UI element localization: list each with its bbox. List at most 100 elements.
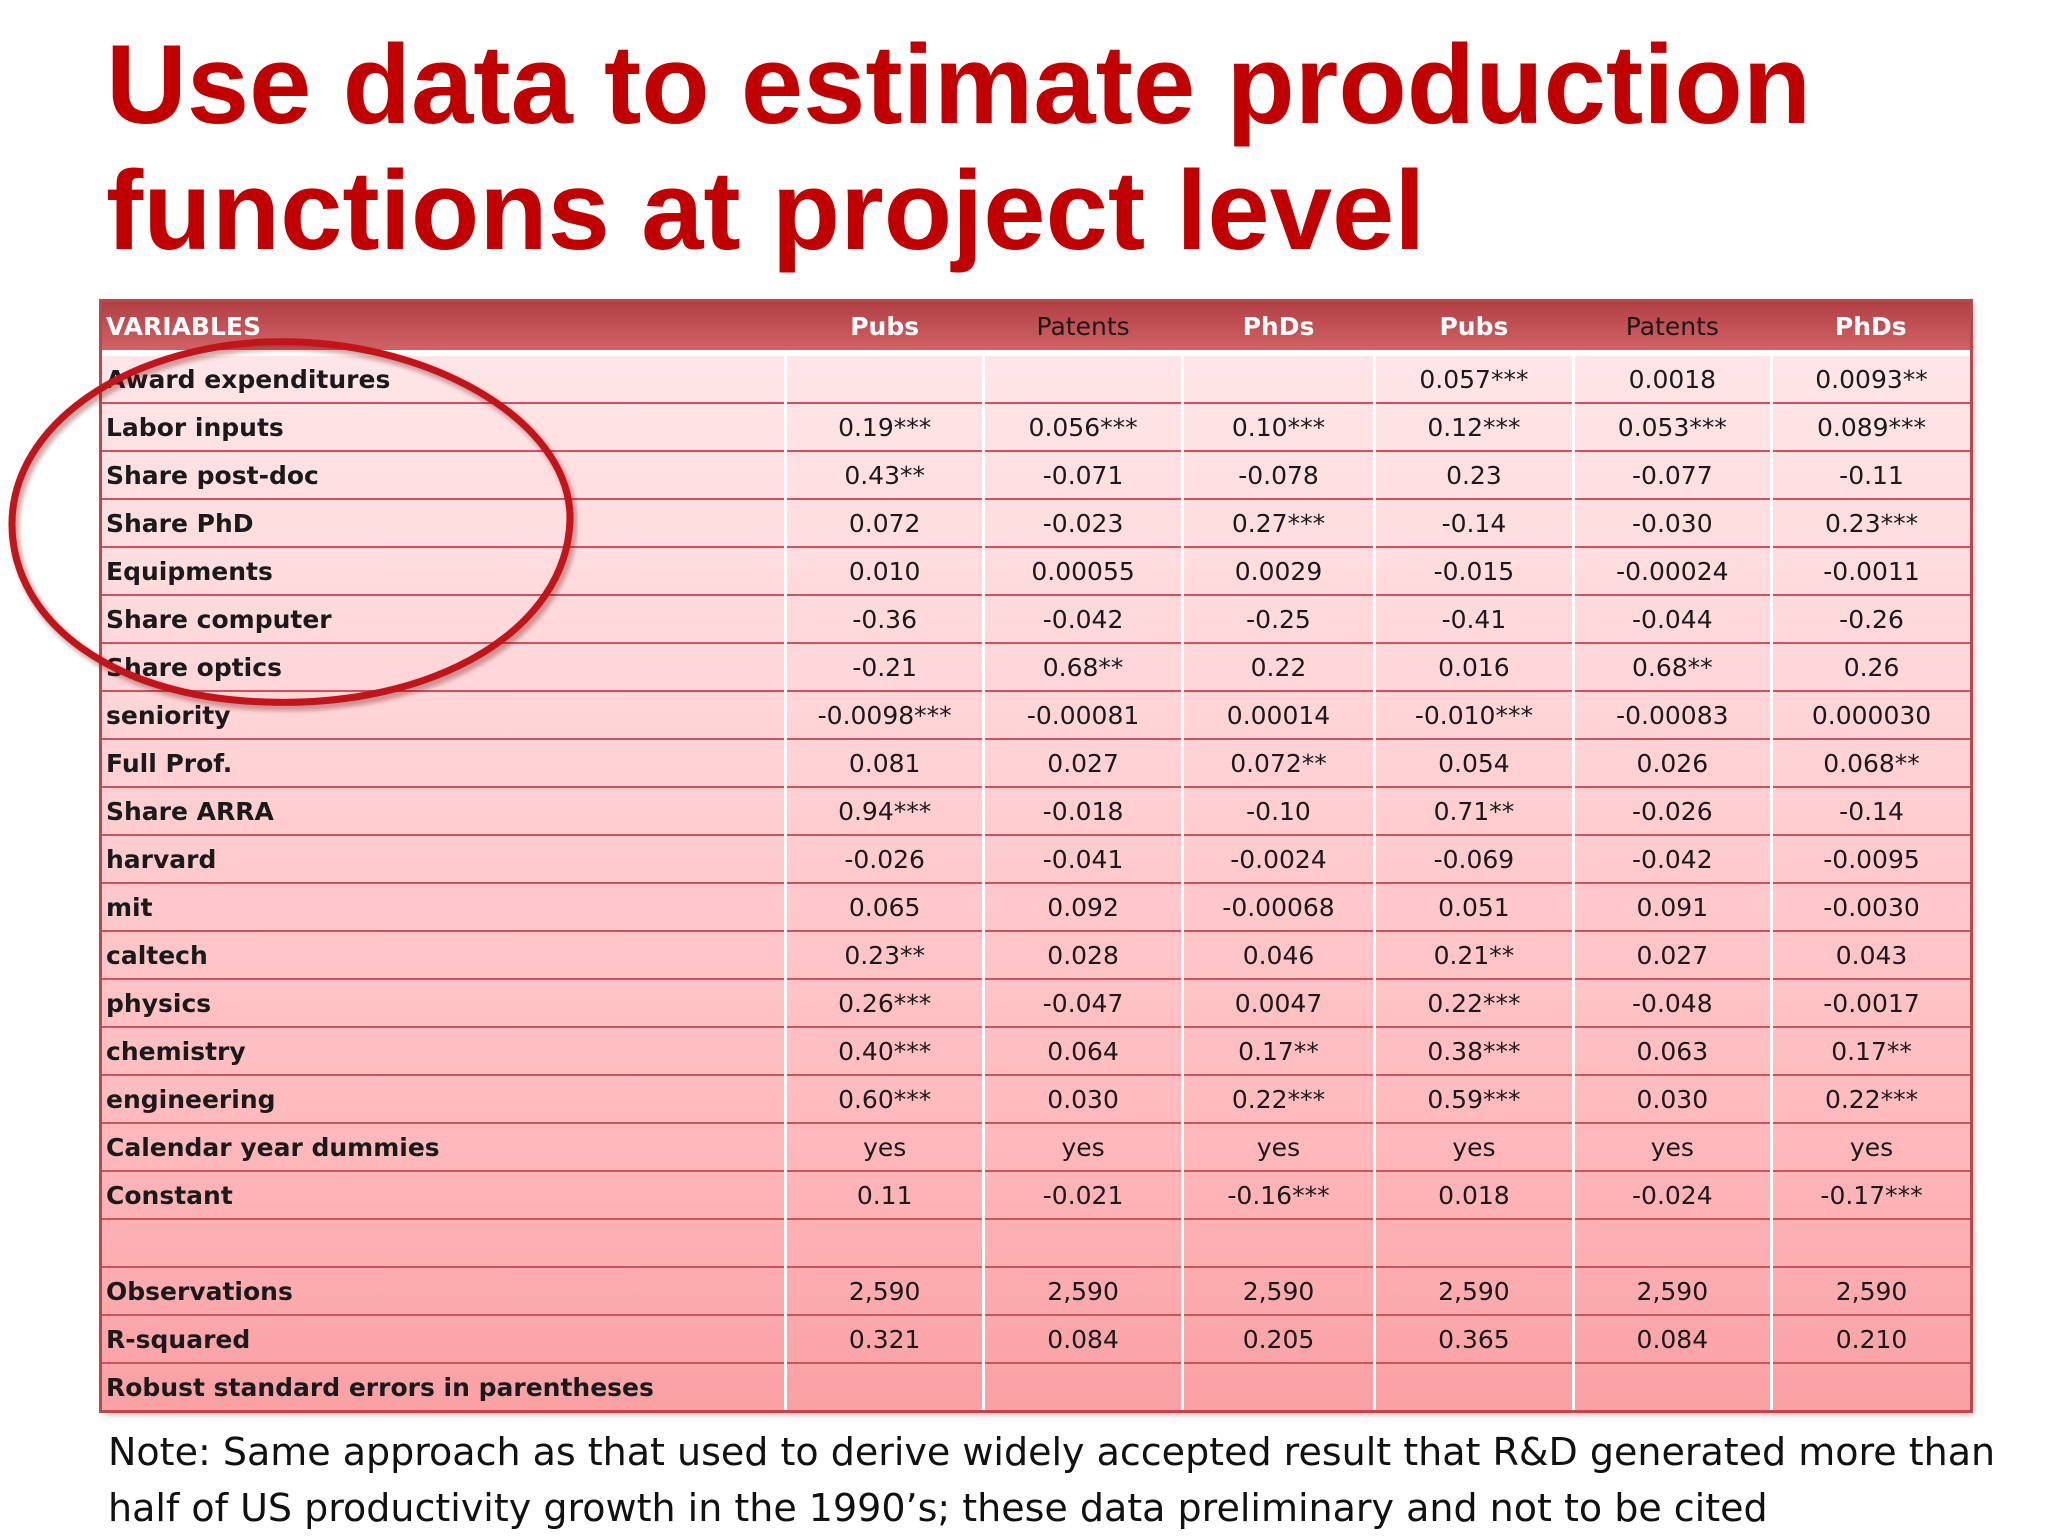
row-label: chemistry [102,1027,786,1076]
table-cell: -0.010*** [1373,691,1574,740]
table-cell: -0.25 [1180,595,1375,644]
table-cell: -0.11 [1770,451,1970,500]
table-row: Share PhD 0.072 -0.023 0.27*** -0.14 -0.030 0.… [102,499,1970,548]
table-cell: -0.041 [982,835,1183,884]
footnote: Note: Same approach as that used to deri… [108,1424,2008,1536]
table-cell: 0.068** [1770,739,1970,788]
table-cell: 0.046 [1180,931,1375,980]
table-cell: -0.17*** [1770,1171,1970,1220]
row-label: caltech [102,931,786,980]
table-cell [1180,1219,1375,1268]
table-cell: 0.016 [1373,643,1574,692]
table-cell: 0.027 [1571,931,1772,980]
table-cell [982,1219,1183,1268]
regression-table-container: VARIABLES Pubs Patents PhDs Pubs Patents… [102,302,1970,1410]
table-cell: 0.210 [1770,1315,1970,1364]
table-cell: 0.22*** [1373,979,1574,1028]
table-cell: 0.063 [1571,1027,1772,1076]
table-header-row: VARIABLES Pubs Patents PhDs Pubs Patents… [102,302,1970,356]
table-cell: -0.10 [1180,787,1375,836]
table-cell: 2,590 [1373,1267,1574,1316]
table-cell: 0.12*** [1373,403,1574,452]
row-label: Labor inputs [102,403,786,452]
table-cell: -0.069 [1373,835,1574,884]
row-label: Share optics [102,643,786,692]
table-cell: 0.056*** [982,403,1183,452]
header-pubs: Pubs [785,302,984,356]
table-cell: 0.59*** [1373,1075,1574,1124]
table-cell: -0.36 [783,595,984,644]
table-cell: -0.042 [982,595,1183,644]
table-cell: 0.081 [783,739,984,788]
table-cell: 0.065 [783,883,984,932]
table-cell: 0.026 [1571,739,1772,788]
table-row: physics 0.26*** -0.047 0.0047 0.22*** -0.048-… [102,979,1970,1028]
table-cell: 0.23** [783,931,984,980]
table-cell: -0.0024 [1180,835,1375,884]
row-label: R-squared [102,1315,786,1364]
table-cell: 2,590 [1770,1267,1970,1316]
table-cell [1571,1219,1772,1268]
table-cell: 0.028 [982,931,1183,980]
row-label: Observations [102,1267,786,1316]
footnote-line-2: half of US productivity growth in the 19… [108,1486,1768,1530]
table-row: Award expenditures 0.057*** 0.0018 0.0093** [102,353,1970,404]
table-cell: -0.023 [982,499,1183,548]
table-cell: -0.41 [1373,595,1574,644]
table-row: mit 0.065 0.092 -0.00068 0.051 0.091 -0.0030 [102,883,1970,932]
table-cell: 0.00014 [1180,691,1375,740]
table-cell: 0.00055 [982,547,1183,596]
footnote-line-1: Note: Same approach as that used to deri… [108,1430,1996,1474]
table-cell: 0.053*** [1571,403,1772,452]
table-cell: -0.0017 [1770,979,1970,1028]
header-pubs: Pubs [1374,302,1574,356]
table-cell [1770,1363,1970,1410]
slide-title-line-2: functions at project level [106,148,1426,273]
table-cell: -0.078 [1180,451,1375,500]
table-cell: 2,590 [1180,1267,1375,1316]
table-cell: 0.27*** [1180,499,1375,548]
table-cell: -0.047 [982,979,1183,1028]
table-cell: 0.000030 [1770,691,1970,740]
table-cell [1180,353,1375,404]
table-cell: 0.051 [1373,883,1574,932]
row-label: Equipments [102,547,786,596]
table-cell: 0.23 [1373,451,1574,500]
table-cell: 0.19*** [783,403,984,452]
table-row: Share computer -0.36 -0.042 -0.25 -0.41 -0.04… [102,595,1970,644]
table-cell: 0.17** [1180,1027,1375,1076]
table-row: Full Prof. 0.081 0.027 0.072** 0.054 0.026 0.0… [102,739,1970,788]
table-cell: -0.16*** [1180,1171,1375,1220]
table-cell: 0.17** [1770,1027,1970,1076]
table-cell: 0.22 [1180,643,1375,692]
table-cell [1770,1219,1970,1268]
table-cell: 0.0047 [1180,979,1375,1028]
table-cell: -0.071 [982,451,1183,500]
table-cell: -0.00083 [1571,691,1772,740]
row-label: Share PhD [102,499,786,548]
table-cell: -0.14 [1770,787,1970,836]
table-row: Robust standard errors in parentheses [102,1363,1970,1410]
table-cell: -0.0095 [1770,835,1970,884]
table-cell: 0.064 [982,1027,1183,1076]
table-cell: 0.072 [783,499,984,548]
table-cell: 0.94*** [783,787,984,836]
table-cell: yes [783,1123,984,1172]
table-cell: 0.68** [982,643,1183,692]
table-cell: 0.40*** [783,1027,984,1076]
header-variables: VARIABLES [102,302,786,356]
header-phds: PhDs [1771,302,1970,356]
regression-table: VARIABLES Pubs Patents PhDs Pubs Patents… [102,302,1970,1410]
table-cell: 0.321 [783,1315,984,1364]
table-cell: 0.60*** [783,1075,984,1124]
table-cell: -0.0011 [1770,547,1970,596]
table-cell: -0.026 [1571,787,1772,836]
table-cell: 0.084 [982,1315,1183,1364]
table-cell: -0.14 [1373,499,1574,548]
table-row: Share ARRA 0.94*** -0.018 -0.10 0.71** -0.026… [102,787,1970,836]
table-cell [1571,1363,1772,1410]
table-cell [783,353,984,404]
table-cell: 0.043 [1770,931,1970,980]
row-label: mit [102,883,786,932]
table-cell: 0.43** [783,451,984,500]
